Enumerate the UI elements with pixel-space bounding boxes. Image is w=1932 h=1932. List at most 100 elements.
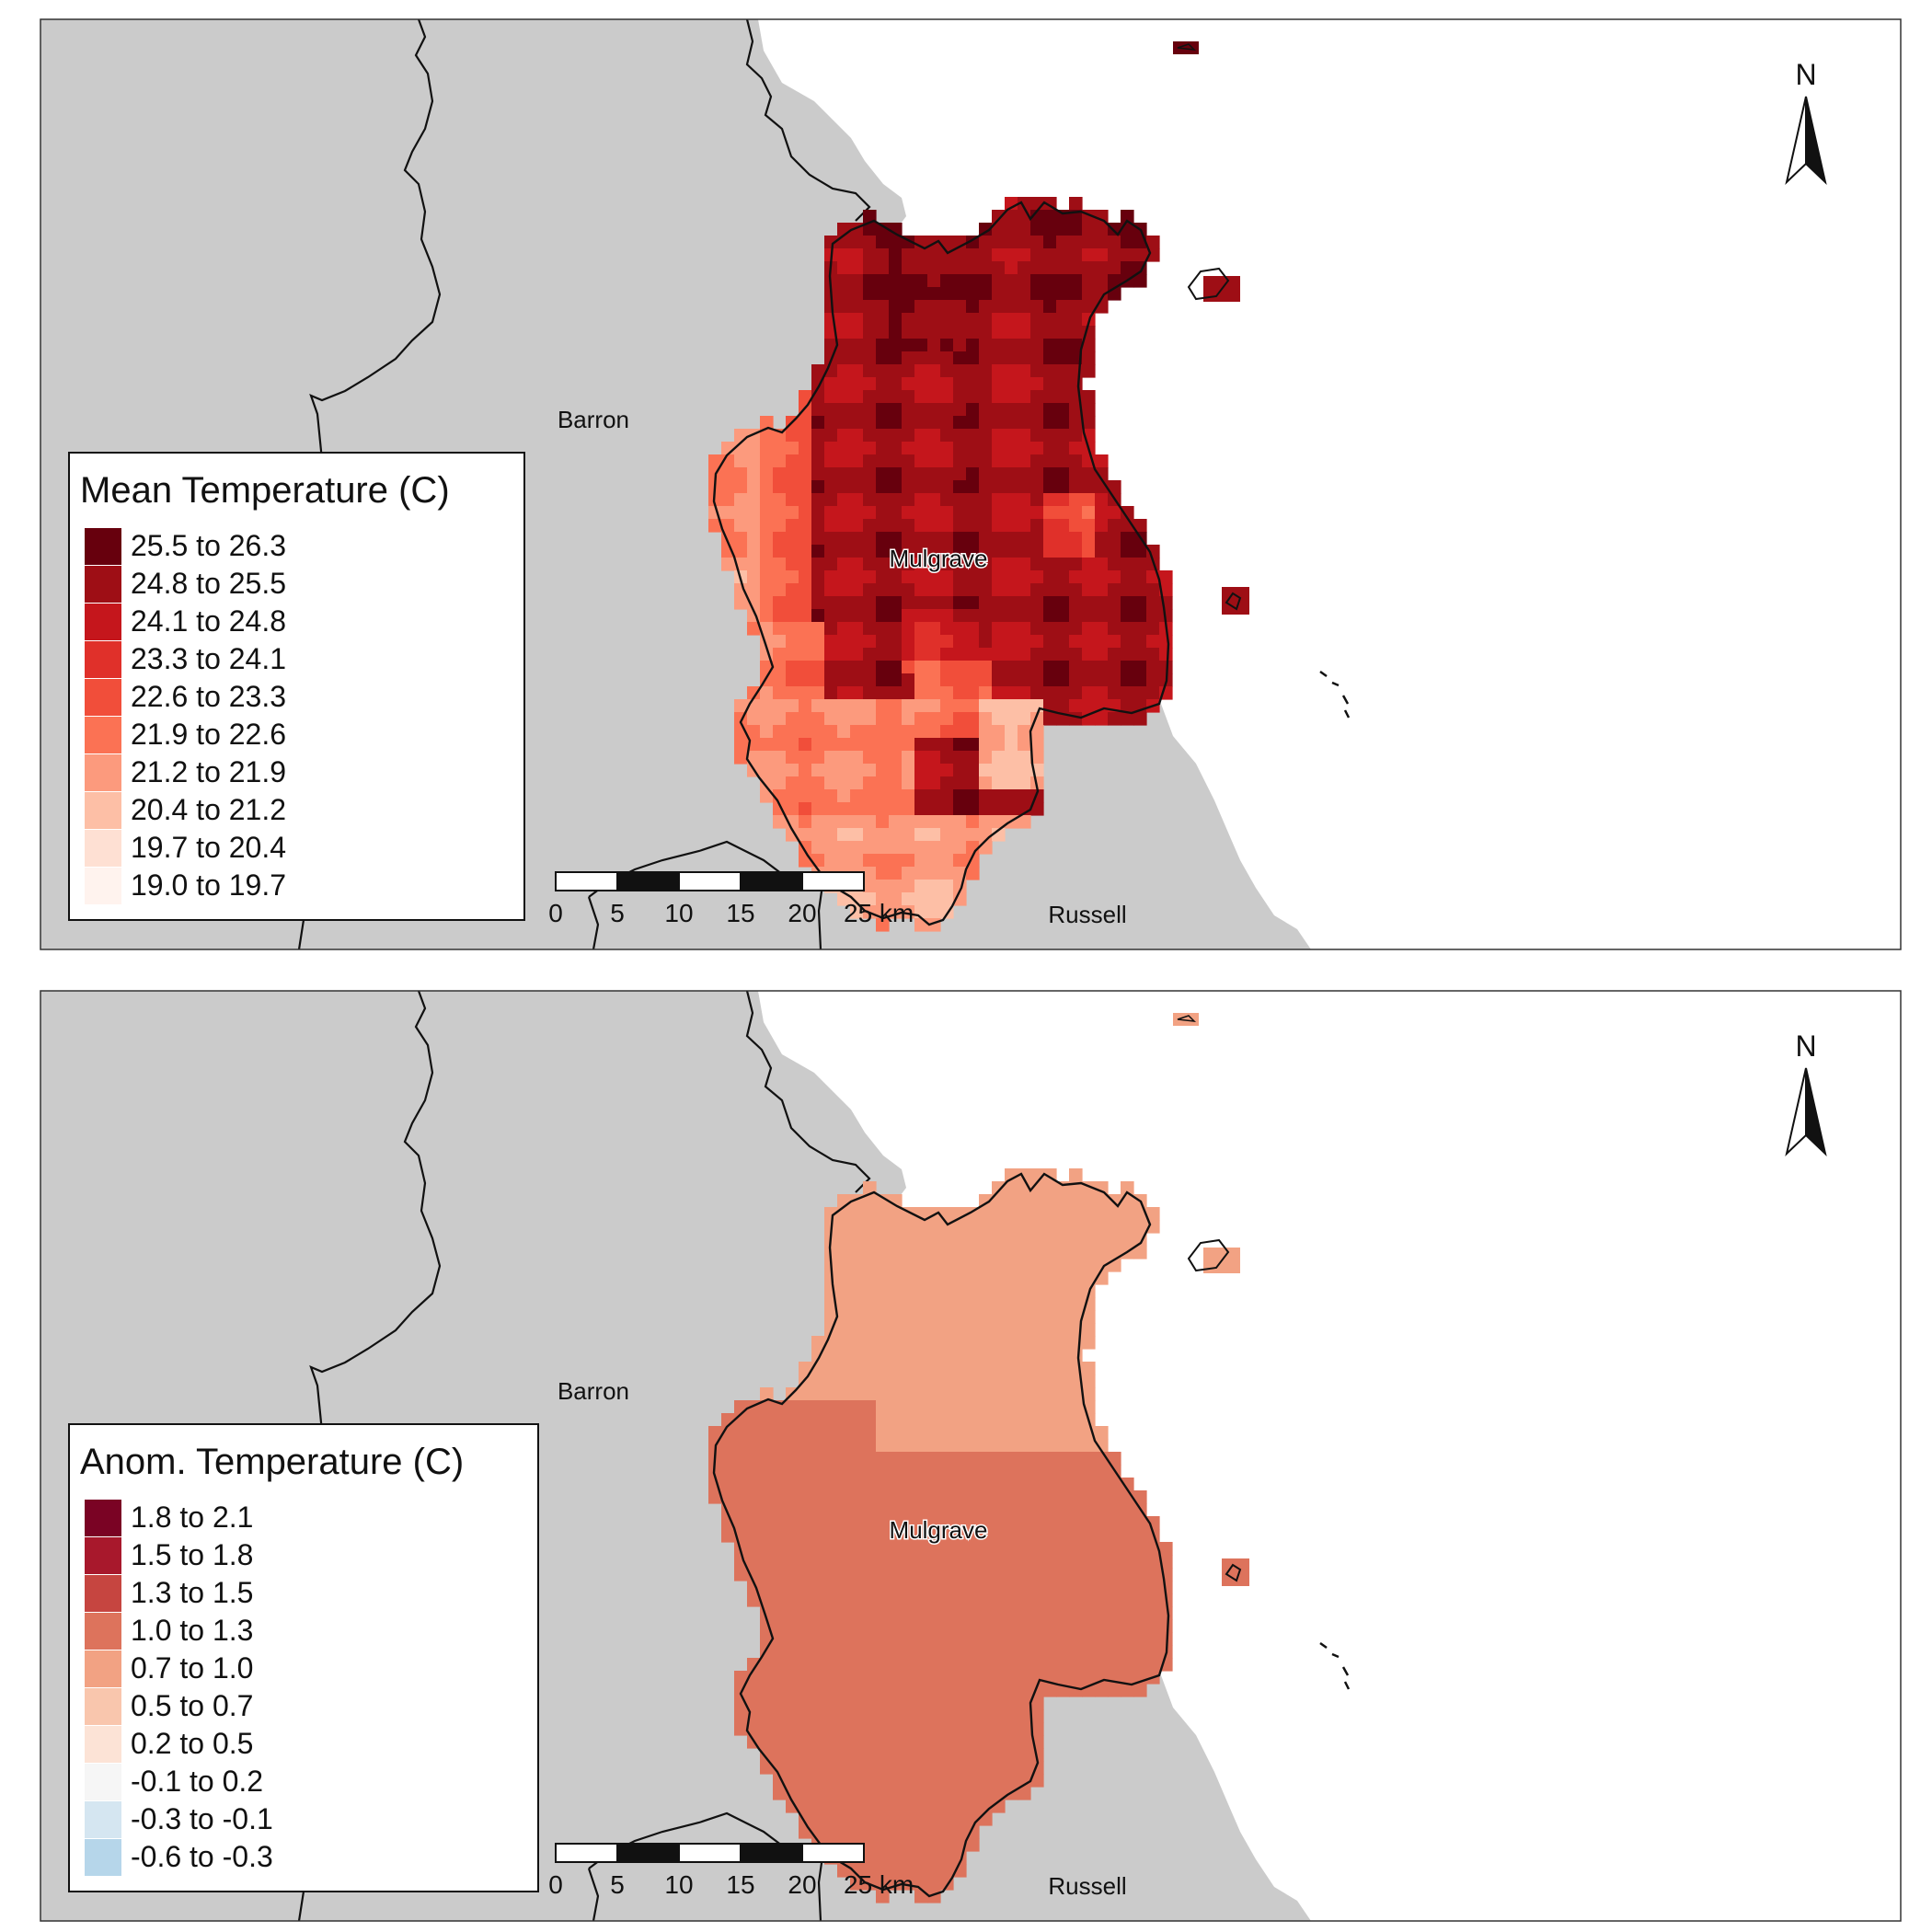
raster-cell — [1005, 1761, 1018, 1775]
raster-cell — [1069, 506, 1083, 520]
raster-cell — [889, 1439, 903, 1453]
raster-cell — [914, 1336, 928, 1350]
mulgrave-russell-outline — [712, 201, 1170, 926]
raster-cell — [889, 1568, 903, 1581]
raster-cell — [1030, 300, 1044, 314]
raster-cell — [1018, 416, 1031, 430]
raster-cell — [914, 776, 928, 790]
raster-cell — [992, 751, 1006, 765]
raster-cell — [1005, 1774, 1018, 1788]
raster-cell — [1056, 429, 1070, 443]
legend-box — [68, 452, 525, 921]
raster-cell — [953, 506, 967, 520]
raster-cell — [876, 867, 890, 880]
raster-cell — [876, 1812, 890, 1826]
raster-cell — [1005, 1323, 1018, 1337]
raster-cell — [1082, 274, 1096, 288]
raster-cell — [914, 1593, 928, 1607]
raster-cell — [992, 248, 1006, 262]
raster-cell — [799, 429, 812, 443]
raster-cell — [979, 1568, 993, 1581]
raster-cell — [940, 1555, 954, 1569]
raster-cell — [1082, 1516, 1096, 1530]
raster-cell — [786, 1722, 799, 1736]
raster-cell — [889, 1233, 903, 1247]
raster-cell — [1056, 570, 1070, 584]
raster-cell — [927, 815, 941, 829]
raster-cell — [953, 751, 967, 765]
raster-cell — [1082, 467, 1096, 481]
raster-cell — [1043, 1336, 1057, 1350]
raster-cell — [1095, 635, 1109, 649]
raster-cell — [1146, 1555, 1160, 1569]
raster-cell — [824, 442, 838, 455]
legend-swatch — [85, 1575, 121, 1612]
raster-cell — [850, 738, 864, 752]
raster-cell — [966, 1606, 980, 1620]
raster-cell — [927, 1516, 941, 1530]
raster-cell — [811, 1606, 825, 1620]
raster-cell — [1005, 1349, 1018, 1363]
raster-cell — [1030, 506, 1044, 520]
raster-cell — [1030, 635, 1044, 649]
raster-cell — [902, 1722, 915, 1736]
raster-cell — [953, 1336, 967, 1350]
raster-cell — [811, 570, 825, 584]
raster-cell — [940, 1581, 954, 1594]
raster-cell — [1018, 248, 1031, 262]
raster-cell — [1018, 583, 1031, 597]
raster-cell — [1030, 1349, 1044, 1363]
raster-cell — [940, 1439, 954, 1453]
raster-cell — [747, 622, 761, 636]
raster-cell — [863, 1658, 877, 1672]
raster-cell — [863, 751, 877, 765]
raster-cell — [914, 364, 928, 378]
raster-cell — [863, 1838, 877, 1852]
raster-cell — [914, 1555, 928, 1569]
raster-cell — [824, 1349, 838, 1363]
raster-cell — [966, 712, 980, 726]
raster-cell — [927, 364, 941, 378]
raster-cell — [1133, 661, 1147, 674]
raster-cell — [1030, 1555, 1044, 1569]
raster-cell — [850, 1413, 864, 1427]
raster-cell — [927, 1658, 941, 1672]
raster-cell — [902, 1838, 915, 1852]
raster-cell — [734, 1400, 748, 1414]
raster-cell — [1005, 390, 1018, 404]
raster-cell — [811, 1722, 825, 1736]
raster-cell — [824, 1606, 838, 1620]
raster-cell — [876, 1748, 890, 1762]
raster-cell — [1043, 661, 1057, 674]
raster-cell — [824, 764, 838, 777]
raster-cell — [734, 545, 748, 558]
raster-cell — [992, 429, 1006, 443]
north-arrow: N — [1785, 58, 1827, 186]
raster-cell — [837, 1246, 851, 1259]
raster-cell — [1030, 1671, 1044, 1685]
raster-cell — [811, 1542, 825, 1556]
raster-cell — [889, 1259, 903, 1272]
raster-cell — [1005, 596, 1018, 610]
raster-cell — [799, 545, 812, 558]
raster-cell — [1108, 1593, 1121, 1607]
raster-cell — [824, 429, 838, 443]
raster-cell — [1146, 1207, 1160, 1221]
raster-cell — [824, 1825, 838, 1839]
raster-cell — [914, 1632, 928, 1646]
raster-cell — [953, 648, 967, 661]
raster-cell — [1069, 274, 1083, 288]
raster-cell — [914, 1259, 928, 1272]
raster-cell — [889, 776, 903, 790]
raster-cell — [786, 1658, 799, 1672]
raster-cell — [1133, 1606, 1147, 1620]
raster-cell — [953, 416, 967, 430]
raster-cell — [876, 506, 890, 520]
raster-cell — [760, 622, 774, 636]
raster-cell — [1108, 1529, 1121, 1543]
raster-cell — [1095, 274, 1109, 288]
raster-cell — [1018, 1684, 1031, 1697]
raster-cell — [953, 854, 967, 868]
raster-cell — [927, 1696, 941, 1710]
raster-cell — [1018, 223, 1031, 236]
